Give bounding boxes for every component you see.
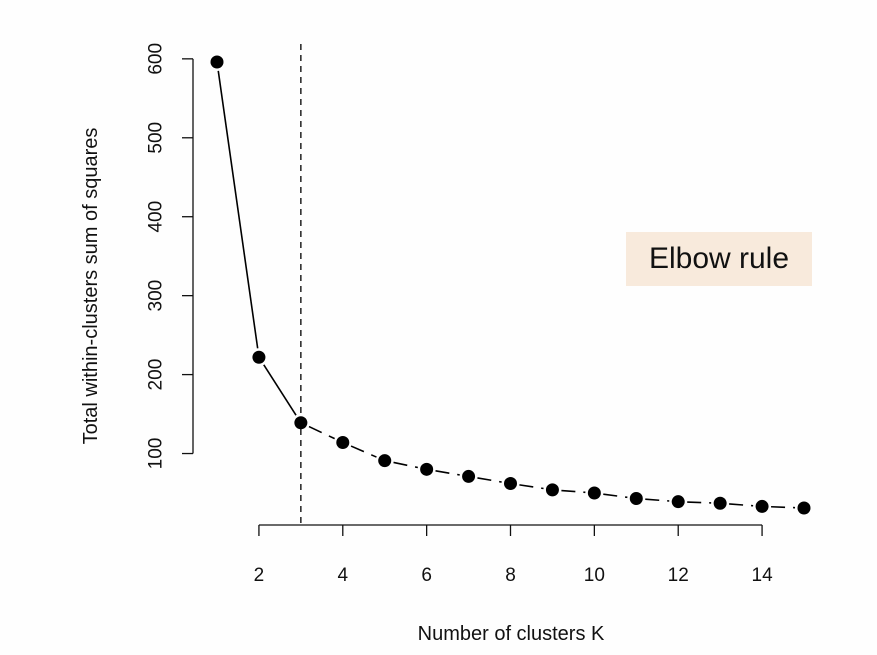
data-point bbox=[504, 477, 517, 491]
series-segment bbox=[687, 501, 712, 504]
series-segment bbox=[603, 493, 628, 499]
data-point bbox=[545, 483, 559, 497]
data-point bbox=[755, 499, 769, 513]
y-tick-label: 400 bbox=[146, 201, 167, 233]
series-segment bbox=[477, 477, 502, 483]
series-points bbox=[210, 55, 811, 515]
series-lines bbox=[217, 70, 796, 509]
y-tick-label: 300 bbox=[146, 280, 167, 312]
y-tick-label: 200 bbox=[146, 359, 167, 391]
data-point bbox=[629, 492, 643, 506]
y-axis-title: Total within-clusters sum of squares bbox=[80, 128, 102, 445]
x-tick-label: 4 bbox=[337, 565, 348, 586]
x-tick-label: 14 bbox=[752, 565, 774, 586]
series-segment bbox=[350, 445, 377, 458]
series-segment bbox=[561, 489, 586, 494]
x-tick-label: 12 bbox=[668, 565, 689, 586]
series-segment bbox=[519, 484, 544, 490]
annotation-box: Elbow rule bbox=[626, 232, 812, 286]
x-axis: 2 4 6 8 10 12 14 bbox=[254, 524, 774, 586]
data-point bbox=[294, 416, 308, 430]
data-point bbox=[587, 486, 601, 500]
series-segment bbox=[435, 470, 460, 476]
y-tick-label: 600 bbox=[146, 43, 167, 75]
x-tick-label: 10 bbox=[584, 565, 605, 586]
data-point bbox=[210, 55, 224, 69]
data-point bbox=[378, 454, 392, 468]
data-point bbox=[797, 501, 811, 515]
x-tick-label: 8 bbox=[505, 565, 516, 586]
series-segment bbox=[729, 503, 754, 507]
annotation-label: Elbow rule bbox=[648, 242, 790, 275]
data-point bbox=[252, 350, 266, 364]
series-segment bbox=[645, 498, 670, 502]
series-segment bbox=[393, 461, 418, 469]
y-tick-label: 100 bbox=[146, 438, 167, 470]
data-point bbox=[336, 435, 350, 449]
x-tick-label: 6 bbox=[421, 565, 432, 586]
x-axis-title: Number of clusters K bbox=[418, 623, 605, 645]
y-tick-label: 500 bbox=[146, 122, 167, 154]
data-point bbox=[671, 495, 685, 509]
y-axis: 100 200 300 400 500 600 bbox=[146, 43, 194, 470]
series-segment bbox=[263, 364, 297, 416]
series-segment bbox=[217, 70, 259, 349]
series-segment bbox=[771, 505, 796, 509]
series-segment bbox=[308, 425, 335, 440]
x-tick-label: 2 bbox=[254, 565, 265, 586]
data-point bbox=[420, 462, 434, 476]
data-point bbox=[462, 469, 476, 483]
data-point bbox=[713, 496, 727, 510]
